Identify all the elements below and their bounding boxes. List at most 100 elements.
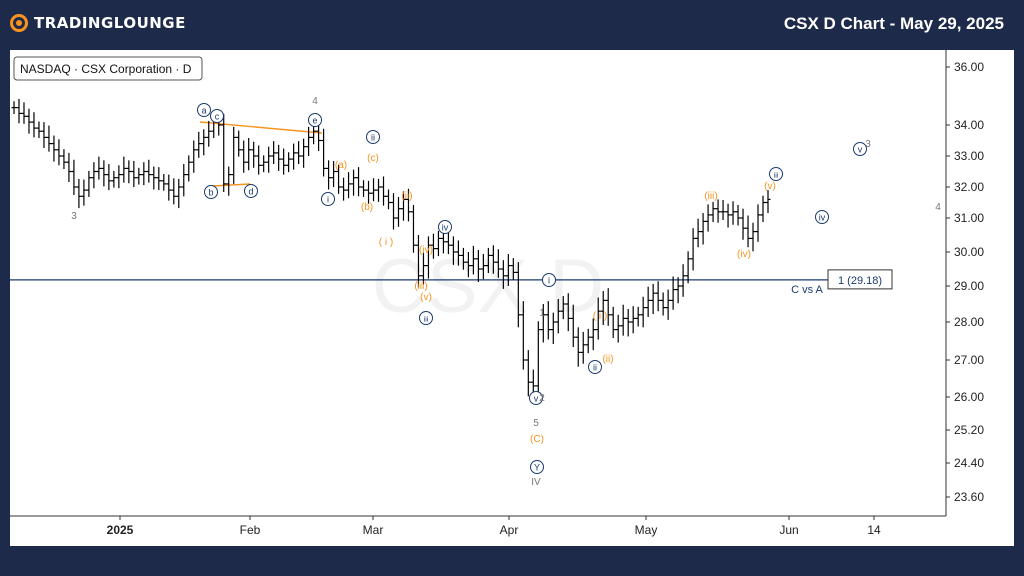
ohlc-bar <box>281 148 287 175</box>
wave-label-text: (c) <box>367 153 379 164</box>
wave-label-text: e <box>312 116 317 126</box>
ohlc-bar <box>555 298 561 334</box>
ohlc-bar <box>725 203 731 228</box>
wave-label-text: 4 <box>935 202 941 213</box>
wave-label: i <box>542 273 556 287</box>
ohlc-bar <box>590 318 596 351</box>
wave-label: (a) <box>335 160 347 171</box>
ohlc-bar <box>126 160 132 184</box>
price-line-annotation: C vs A <box>791 284 823 296</box>
ohlc-bar <box>91 162 97 189</box>
wave-label-text: (ii) <box>401 191 412 202</box>
ohlc-bar <box>376 178 382 202</box>
ohlc-bar <box>705 204 711 232</box>
ohlc-bar <box>625 309 631 337</box>
ohlc-bar <box>356 167 362 197</box>
wave-label: (C) <box>530 434 544 445</box>
wave-label: (ii) <box>401 191 412 202</box>
ohlc-bar <box>96 156 102 180</box>
ohlc-bar <box>765 190 771 214</box>
ohlc-bar <box>710 201 716 223</box>
wave-label: d <box>244 184 258 198</box>
ohlc-bar <box>750 222 756 252</box>
ohlc-bar <box>580 331 586 364</box>
y-tick-label: 34.00 <box>954 118 984 132</box>
wave-label-circle <box>815 210 829 224</box>
wave-label-text: (v) <box>420 292 432 303</box>
wave-label: (iv) <box>737 249 751 260</box>
wave-label: ( i ) <box>379 237 393 248</box>
wave-label-text: 2 <box>539 393 545 404</box>
ohlc-bar <box>490 245 496 274</box>
ohlc-bar <box>231 126 237 184</box>
wave-label: v <box>529 391 543 405</box>
ohlc-bar <box>316 122 322 152</box>
wave-label-text: i <box>327 195 329 205</box>
wave-label: (b) <box>361 202 373 213</box>
ohlc-bar <box>236 130 242 157</box>
ohlc-bar <box>196 131 202 158</box>
wave-label: ii <box>588 360 602 374</box>
ohlc-bar <box>51 135 57 162</box>
ohlc-bar <box>341 177 347 201</box>
wave-label-circle <box>210 109 224 123</box>
wave-label-text: a <box>201 106 206 116</box>
ohlc-bar <box>570 304 576 348</box>
x-tick-label: 14 <box>867 523 881 537</box>
wave-label-text: ii <box>593 363 597 373</box>
wave-label-circle <box>419 311 433 325</box>
ohlc-bar <box>16 98 22 124</box>
wave-label: IV <box>531 477 541 488</box>
ohlc-bar <box>301 138 307 168</box>
ohlc-bar <box>101 160 107 187</box>
wave-label-text: 3 <box>865 139 871 150</box>
wave-label-text: (ii) <box>602 354 613 365</box>
ohlc-bar <box>291 143 297 170</box>
ohlc-bar <box>161 173 167 191</box>
wave-label-text: d <box>248 187 253 197</box>
triangle-lower-trendline <box>211 183 251 187</box>
wave-label-text: (iii) <box>414 281 427 292</box>
ohlc-bar <box>331 160 337 187</box>
ohlc-bar <box>400 191 406 221</box>
x-tick-label: May <box>635 523 658 537</box>
symbol-label-box <box>13 56 203 81</box>
ohlc-bar <box>11 101 17 114</box>
logo-text: TRADINGLOUNGE <box>34 14 186 32</box>
wave-label-text: (iv) <box>737 249 751 260</box>
wave-label: i <box>321 192 335 206</box>
wave-label-text: 4 <box>312 96 318 107</box>
ohlc-bar <box>595 297 601 340</box>
wave-label-circle <box>438 220 452 234</box>
ohlc-bar <box>480 254 486 280</box>
wave-label-text: Y <box>534 463 540 473</box>
price-line-label: 1 (29.18) <box>838 275 882 287</box>
y-tick-label: 24.40 <box>954 456 984 470</box>
brand-logo[interactable]: TRADINGLOUNGE <box>10 14 186 32</box>
y-tick-label: 25.20 <box>954 423 984 437</box>
wave-label-text: (iii) <box>704 191 717 202</box>
wave-label-text: ( i ) <box>379 237 393 248</box>
ohlc-bar <box>296 141 302 165</box>
ohlc-bar <box>271 141 277 165</box>
wave-label: iii <box>419 311 433 325</box>
wave-label-text: v <box>534 394 539 404</box>
wave-label-text: b <box>208 188 213 198</box>
ohlc-bar <box>680 264 686 297</box>
ohlc-bar <box>515 262 521 328</box>
ohlc-bar <box>475 249 481 282</box>
wave-label: iv <box>815 210 829 224</box>
wave-label-text: (C) <box>530 434 544 445</box>
ohlc-bar <box>116 165 122 189</box>
wave-label: ii <box>366 130 380 144</box>
ohlc-bar <box>425 236 431 279</box>
ohlc-bar <box>251 141 257 168</box>
ohlc-bar <box>31 112 37 138</box>
ohlc-bar <box>450 236 456 265</box>
y-tick-label: 23.60 <box>954 490 984 504</box>
x-tick-label: Mar <box>363 523 384 537</box>
wave-label-circle <box>308 113 322 127</box>
price-chart[interactable]: CSX D 1 (29.18)C vs A acb deiiiiiiivivYii… <box>10 50 1014 546</box>
wave-label-text: iii <box>774 173 779 180</box>
